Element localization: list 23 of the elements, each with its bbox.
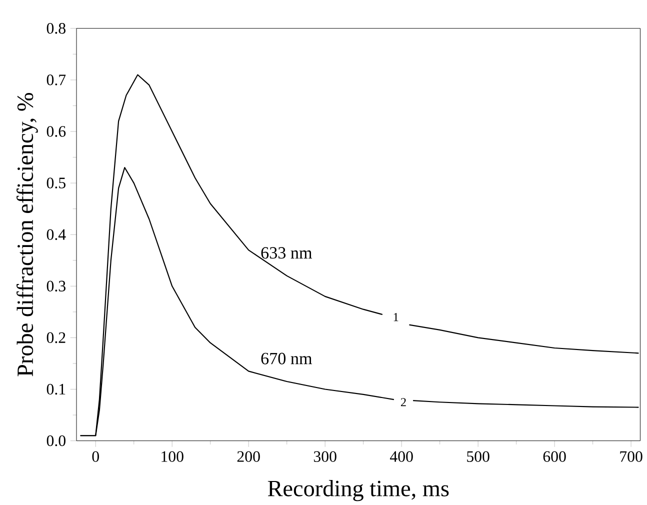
x-tick-label: 300 — [314, 451, 336, 462]
x-tick-label: 0 — [92, 451, 99, 462]
x-tick-label: 600 — [543, 451, 566, 462]
x-axis-title: Recording time, ms — [268, 480, 449, 502]
annotation: 2 — [400, 398, 406, 406]
x-tick-label: 100 — [162, 451, 184, 462]
y-tick-label: 0.6 — [46, 126, 66, 137]
x-tick-label: 700 — [620, 451, 642, 462]
annotation: 1 — [394, 312, 398, 322]
y-tick-label: 0.0 — [46, 435, 66, 446]
x-tick-label: 500 — [467, 451, 490, 462]
x-tick-label: 400 — [390, 451, 413, 462]
series-label: 670 nm — [261, 352, 312, 364]
y-tick-label: 0.3 — [46, 280, 66, 292]
y-axis-title: Probe diffraction efficiency, % — [16, 92, 38, 376]
y-tick-label: 0.8 — [46, 22, 66, 34]
y-tick-label: 0.4 — [46, 229, 66, 240]
y-tick-label: 0.2 — [46, 332, 66, 343]
series-label: 633 nm — [261, 247, 312, 259]
x-tick-label: 200 — [237, 451, 260, 462]
y-tick-label: 0.5 — [46, 178, 66, 188]
y-tick-label: 0.1 — [46, 384, 66, 395]
y-tick-label: 0.7 — [46, 74, 66, 86]
